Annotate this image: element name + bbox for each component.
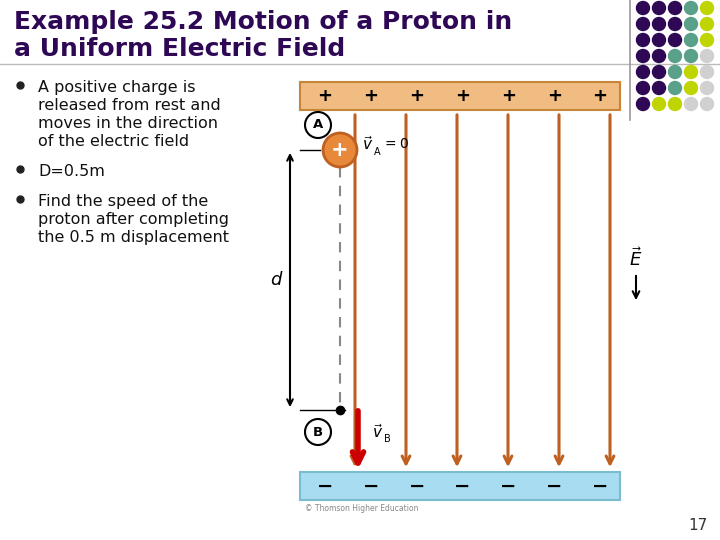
- Text: −: −: [317, 476, 333, 496]
- Text: −: −: [408, 476, 425, 496]
- Bar: [300, 472, 620, 500]
- Text: B: B: [313, 426, 323, 438]
- Text: −: −: [454, 476, 471, 496]
- Text: the 0.5 m displacement: the 0.5 m displacement: [38, 230, 229, 245]
- Text: Example 25.2 Motion of a Proton in: Example 25.2 Motion of a Proton in: [14, 10, 512, 34]
- Circle shape: [668, 98, 682, 111]
- Circle shape: [701, 33, 714, 46]
- Text: +: +: [409, 87, 424, 105]
- Circle shape: [701, 65, 714, 78]
- Text: −: −: [363, 476, 379, 496]
- Circle shape: [685, 82, 698, 94]
- Circle shape: [685, 98, 698, 111]
- Circle shape: [668, 65, 682, 78]
- Text: proton after completing: proton after completing: [38, 212, 229, 227]
- Text: A: A: [374, 147, 381, 157]
- Text: A: A: [313, 118, 323, 132]
- Text: $\vec{E}$: $\vec{E}$: [629, 247, 643, 271]
- Circle shape: [652, 98, 665, 111]
- Circle shape: [668, 33, 682, 46]
- Circle shape: [668, 2, 682, 15]
- Circle shape: [636, 65, 649, 78]
- Text: +: +: [331, 140, 348, 160]
- Text: $d$: $d$: [270, 271, 284, 289]
- Circle shape: [668, 17, 682, 30]
- Circle shape: [652, 50, 665, 63]
- Text: −: −: [500, 476, 516, 496]
- Circle shape: [636, 98, 649, 111]
- Text: +: +: [593, 87, 608, 105]
- Text: +: +: [501, 87, 516, 105]
- Circle shape: [636, 2, 649, 15]
- Text: A positive charge is: A positive charge is: [38, 80, 196, 95]
- Circle shape: [636, 50, 649, 63]
- Circle shape: [701, 2, 714, 15]
- Text: −: −: [546, 476, 562, 496]
- Circle shape: [652, 17, 665, 30]
- Circle shape: [652, 2, 665, 15]
- Circle shape: [685, 33, 698, 46]
- Circle shape: [668, 82, 682, 94]
- Circle shape: [701, 98, 714, 111]
- Circle shape: [652, 33, 665, 46]
- Circle shape: [685, 50, 698, 63]
- Text: a Uniform Electric Field: a Uniform Electric Field: [14, 37, 346, 61]
- Circle shape: [305, 112, 331, 138]
- Circle shape: [652, 82, 665, 94]
- Circle shape: [685, 65, 698, 78]
- Circle shape: [701, 82, 714, 94]
- Text: +: +: [455, 87, 470, 105]
- Text: Find the speed of the: Find the speed of the: [38, 194, 208, 209]
- Circle shape: [323, 133, 357, 167]
- Circle shape: [636, 33, 649, 46]
- Circle shape: [636, 17, 649, 30]
- Text: $= 0$: $= 0$: [382, 137, 409, 151]
- Circle shape: [668, 50, 682, 63]
- Text: +: +: [546, 87, 562, 105]
- Text: moves in the direction: moves in the direction: [38, 116, 218, 131]
- Circle shape: [305, 419, 331, 445]
- Text: $\vec{v}$: $\vec{v}$: [362, 135, 373, 153]
- Circle shape: [652, 65, 665, 78]
- Circle shape: [636, 82, 649, 94]
- Text: $\vec{v}$: $\vec{v}$: [372, 423, 383, 441]
- Circle shape: [701, 17, 714, 30]
- Circle shape: [685, 2, 698, 15]
- Text: D=0.5m: D=0.5m: [38, 164, 105, 179]
- Text: B: B: [384, 434, 391, 444]
- Text: © Thomson Higher Education: © Thomson Higher Education: [305, 504, 418, 513]
- Text: released from rest and: released from rest and: [38, 98, 221, 113]
- Circle shape: [701, 50, 714, 63]
- Circle shape: [685, 17, 698, 30]
- Text: +: +: [364, 87, 378, 105]
- Text: 17: 17: [689, 518, 708, 533]
- Text: −: −: [592, 476, 608, 496]
- Text: of the electric field: of the electric field: [38, 134, 189, 149]
- Bar: [300, 82, 620, 110]
- Text: +: +: [318, 87, 333, 105]
